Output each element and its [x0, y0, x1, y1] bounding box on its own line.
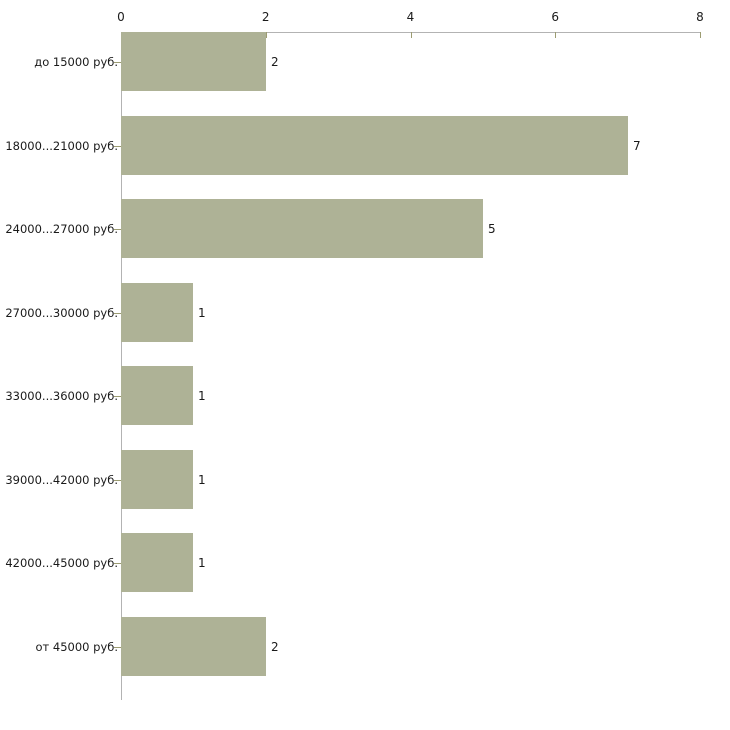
- category-label: до 15000 руб.: [34, 55, 118, 69]
- bar[interactable]: [121, 450, 193, 509]
- category-label: 18000...21000 руб.: [5, 139, 118, 153]
- category-label: 39000...42000 руб.: [5, 473, 118, 487]
- bar[interactable]: [121, 366, 193, 425]
- bar[interactable]: [121, 283, 193, 342]
- bar-value-label: 5: [488, 222, 496, 236]
- x-tick-label: 2: [261, 10, 270, 24]
- bar-value-label: 7: [633, 139, 641, 153]
- bar[interactable]: [121, 116, 628, 175]
- x-tick-label: 0: [117, 10, 125, 24]
- bar[interactable]: [121, 617, 266, 676]
- bar-value-label: 1: [198, 389, 206, 403]
- y-tick-mark: [114, 396, 121, 397]
- category-label: 33000...36000 руб.: [5, 389, 118, 403]
- category-label: 24000...27000 руб.: [5, 222, 118, 236]
- y-tick-mark: [114, 563, 121, 564]
- y-tick-mark: [114, 146, 121, 147]
- y-tick-mark: [114, 647, 121, 648]
- bar[interactable]: [121, 533, 193, 592]
- y-tick-mark: [114, 62, 121, 63]
- bar-value-label: 1: [198, 473, 206, 487]
- x-tick-label: 6: [551, 10, 560, 24]
- x-tick-mark: [700, 32, 701, 38]
- x-tick-label: 8: [696, 10, 704, 24]
- category-label: 27000...30000 руб.: [5, 306, 118, 320]
- category-label: 42000...45000 руб.: [5, 556, 118, 570]
- x-tick-label: 4: [406, 10, 415, 24]
- bar-value-label: 1: [198, 306, 206, 320]
- bar-value-label: 2: [271, 640, 279, 654]
- y-tick-mark: [114, 480, 121, 481]
- x-tick-mark: [410, 32, 412, 38]
- category-label: от 45000 руб.: [35, 640, 118, 654]
- bar[interactable]: [121, 32, 266, 91]
- x-tick-mark: [555, 32, 557, 38]
- bar[interactable]: [121, 199, 483, 258]
- bar-value-label: 1: [198, 556, 206, 570]
- y-tick-mark: [114, 313, 121, 314]
- x-tick-mark: [265, 32, 267, 38]
- bar-value-label: 2: [271, 55, 279, 69]
- y-tick-mark: [114, 229, 121, 230]
